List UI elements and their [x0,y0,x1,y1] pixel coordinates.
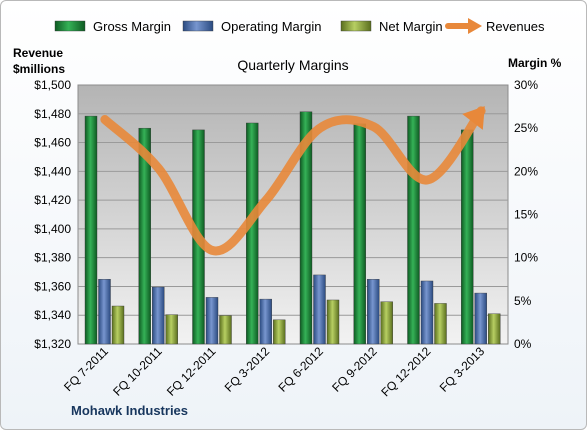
y-left-tick-label: $1,440 [34,164,71,178]
bar-net-margin [111,305,125,345]
y-right-tick-label: 15% [514,208,538,222]
bar-net-margin [326,299,340,345]
bar-gross-margin [299,111,313,345]
y-left-tick-label: $1,500 [34,78,71,92]
legend-label: Net Margin [379,19,443,34]
x-tick-label: FQ 6-2012 [276,344,327,395]
bar-operating-margin [152,286,165,345]
y-right-tick-label: 25% [514,121,538,135]
legend-swatch-operating-margin [182,20,214,32]
bar-operating-margin [259,298,272,345]
y-left-tick-label: $1,420 [34,193,71,207]
y-left-tick-label: $1,480 [34,107,71,121]
bar-gross-margin [84,115,98,345]
bar-net-margin [219,315,232,345]
bar-gross-margin [407,115,420,345]
y-left-title-line1: Revenue [13,46,63,60]
x-tick-label: FQ 3-2012 [222,344,273,395]
y-left-tick-label: $1,460 [34,136,71,150]
revenue-line [100,106,486,256]
x-tick-label: FQ 7-2011 [61,344,111,394]
x-tick-label: FQ 12-2011 [164,344,219,399]
bar-operating-margin [205,297,219,345]
revenue-arrowhead [462,106,485,130]
y-right-tick-label: 10% [514,251,538,265]
legend-label: Gross Margin [93,19,171,34]
bar-net-margin [165,314,178,345]
y-right-tick-label: 20% [514,164,538,178]
x-tick-label: FQ 3-2013 [437,344,488,395]
legend-swatch-net-margin [340,20,372,32]
y-right-title: Margin % [508,56,562,70]
y-right-tick-label: 5% [514,294,532,308]
bar-net-margin [273,319,286,345]
chart-title: Quarterly Margins [237,57,348,73]
y-right-tick-label: 30% [514,78,538,92]
bar-gross-margin [353,123,366,345]
y-left-tick-label: $1,340 [34,308,71,322]
source-label: Mohawk Industries [71,403,188,418]
legend-label: Operating Margin [221,19,321,34]
bar-operating-margin [98,279,111,345]
y-left-tick-label: $1,320 [34,337,71,351]
legend-label: Revenues [486,19,545,34]
bar-net-margin [380,301,393,345]
x-tick-label: FQ 9-2012 [329,344,380,395]
bar-gross-margin [246,122,259,345]
x-tick-label: FQ 12-2012 [378,344,433,399]
bar-operating-margin [313,274,326,345]
y-left-tick-label: $1,380 [34,251,71,265]
bar-operating-margin [367,279,380,345]
y-left-tick-label: $1,360 [34,279,71,293]
bar-gross-margin [138,127,151,345]
y-left-title-line2: $millions [13,62,65,76]
y-left-tick-label: $1,400 [34,222,71,236]
bar-operating-margin [474,292,487,345]
bar-operating-margin [420,280,434,345]
x-tick-label: FQ 10-2011 [110,344,165,399]
legend-arrow-icon [468,18,482,34]
y-right-tick-label: 0% [514,337,532,351]
bar-net-margin [488,313,501,345]
bar-net-margin [434,303,447,345]
bar-gross-margin [461,129,474,345]
legend-swatch-gross-margin [54,20,86,32]
